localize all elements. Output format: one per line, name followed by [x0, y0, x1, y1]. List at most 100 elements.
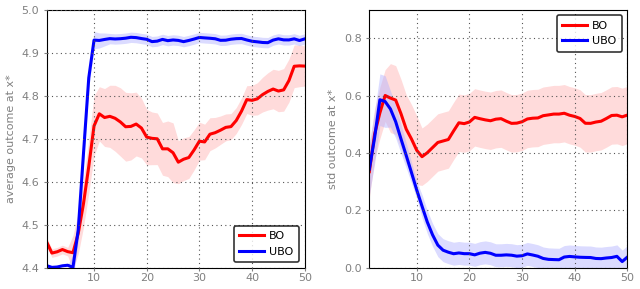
- UBO: [460, 252, 468, 255]
- UBO: [571, 255, 579, 259]
- UBO: [471, 253, 479, 257]
- BO: [79, 202, 87, 205]
- BO: [253, 97, 261, 101]
- BO: [196, 140, 204, 143]
- BO: [291, 64, 298, 68]
- BO: [471, 116, 479, 119]
- BO: [222, 126, 230, 129]
- UBO: [555, 258, 563, 262]
- Line: UBO: UBO: [369, 100, 627, 262]
- BO: [397, 112, 404, 115]
- Line: BO: BO: [47, 66, 305, 253]
- UBO: [476, 251, 484, 255]
- UBO: [285, 38, 292, 42]
- UBO: [100, 38, 108, 41]
- BO: [418, 155, 426, 158]
- Legend: BO, UBO: BO, UBO: [557, 15, 622, 52]
- BO: [185, 156, 193, 159]
- BO: [513, 121, 521, 125]
- BO: [180, 158, 188, 161]
- UBO: [216, 39, 224, 42]
- BO: [387, 96, 394, 100]
- UBO: [138, 37, 145, 40]
- BO: [576, 117, 584, 120]
- BO: [561, 112, 568, 115]
- BO: [100, 116, 108, 119]
- BO: [90, 124, 98, 128]
- UBO: [408, 171, 415, 174]
- BO: [540, 114, 547, 117]
- BO: [275, 89, 282, 93]
- BO: [159, 147, 166, 151]
- BO: [216, 129, 224, 132]
- BO: [508, 122, 515, 125]
- BO: [429, 146, 436, 149]
- BO: [227, 125, 235, 128]
- UBO: [413, 188, 420, 192]
- UBO: [180, 40, 188, 43]
- UBO: [122, 36, 129, 40]
- BO: [132, 122, 140, 126]
- Y-axis label: average outcome at x*: average outcome at x*: [6, 74, 15, 203]
- UBO: [69, 266, 77, 269]
- BO: [143, 135, 150, 139]
- UBO: [455, 251, 463, 255]
- BO: [206, 132, 214, 136]
- UBO: [387, 107, 394, 111]
- UBO: [613, 255, 621, 258]
- UBO: [576, 255, 584, 259]
- UBO: [592, 257, 600, 260]
- UBO: [550, 258, 557, 261]
- BO: [408, 137, 415, 141]
- BO: [376, 111, 384, 115]
- UBO: [59, 264, 67, 268]
- BO: [392, 98, 399, 102]
- BO: [623, 113, 631, 117]
- UBO: [48, 266, 56, 269]
- BO: [43, 240, 51, 244]
- BO: [571, 115, 579, 118]
- BO: [111, 116, 119, 120]
- BO: [555, 112, 563, 116]
- UBO: [232, 37, 240, 40]
- BO: [259, 93, 266, 96]
- UBO: [529, 253, 536, 257]
- UBO: [111, 37, 119, 41]
- UBO: [185, 39, 193, 42]
- BO: [280, 88, 287, 92]
- BO: [243, 98, 251, 101]
- UBO: [508, 253, 515, 257]
- UBO: [43, 264, 51, 267]
- BO: [403, 127, 410, 131]
- UBO: [159, 38, 166, 41]
- UBO: [280, 38, 287, 42]
- BO: [587, 122, 595, 125]
- UBO: [481, 251, 489, 254]
- BO: [492, 117, 500, 121]
- BO: [148, 137, 156, 140]
- UBO: [275, 37, 282, 40]
- UBO: [64, 264, 72, 267]
- UBO: [296, 39, 303, 42]
- BO: [127, 125, 135, 128]
- BO: [74, 232, 82, 235]
- BO: [534, 116, 541, 120]
- BO: [439, 139, 447, 143]
- UBO: [623, 255, 631, 259]
- UBO: [497, 253, 505, 257]
- BO: [85, 165, 93, 168]
- UBO: [365, 167, 373, 171]
- UBO: [513, 254, 521, 258]
- UBO: [169, 38, 177, 42]
- BO: [296, 64, 303, 68]
- BO: [460, 122, 468, 125]
- UBO: [381, 100, 389, 103]
- BO: [434, 141, 442, 144]
- BO: [169, 151, 177, 154]
- UBO: [587, 256, 595, 259]
- Y-axis label: std outcome at x*: std outcome at x*: [328, 89, 339, 189]
- UBO: [95, 39, 103, 42]
- BO: [64, 250, 72, 253]
- UBO: [90, 38, 98, 42]
- BO: [116, 120, 124, 124]
